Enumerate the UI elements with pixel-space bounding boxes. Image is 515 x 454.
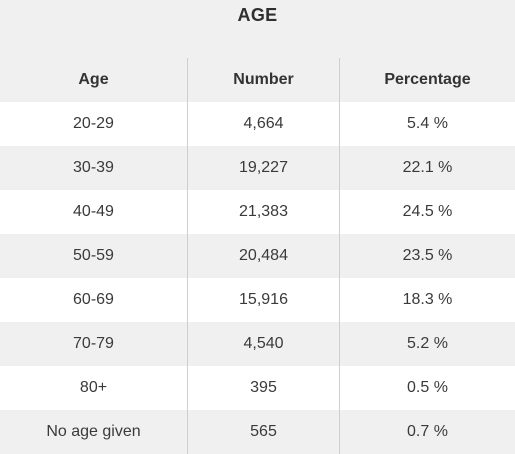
percentage-cell: 0.7 % bbox=[407, 423, 448, 440]
age-cell: No age given bbox=[0, 410, 188, 454]
percentage-cell: 23.5 % bbox=[402, 247, 453, 264]
table-header-row: Age Number Percentage bbox=[0, 58, 515, 102]
number-cell: 565 bbox=[188, 410, 340, 454]
table-title: AGE bbox=[237, 5, 278, 25]
table-row: 20-29 4,664 5.4 % bbox=[0, 102, 515, 146]
age-cell: 70-79 bbox=[0, 322, 188, 366]
age-cell: 80+ bbox=[0, 366, 188, 410]
table-row: 50-59 20,484 23.5 % bbox=[0, 234, 515, 278]
table-row: 40-49 21,383 24.5 % bbox=[0, 190, 515, 234]
number-cell: 4,664 bbox=[188, 102, 340, 146]
column-header-number: Number bbox=[188, 58, 340, 102]
table-row: No age given 565 0.7 % bbox=[0, 410, 515, 454]
column-header-age: Age bbox=[0, 58, 188, 102]
percentage-cell: 5.4 % bbox=[407, 115, 448, 132]
percentage-cell: 5.2 % bbox=[407, 335, 448, 352]
percentage-cell: 22.1 % bbox=[402, 159, 453, 176]
number-cell: 395 bbox=[188, 366, 340, 410]
percentage-cell: 18.3 % bbox=[402, 291, 453, 308]
table-row: 70-79 4,540 5.2 % bbox=[0, 322, 515, 366]
age-cell: 30-39 bbox=[0, 146, 188, 190]
percentage-cell: 0.5 % bbox=[407, 379, 448, 396]
column-header-percentage: Percentage bbox=[384, 71, 471, 88]
age-cell: 60-69 bbox=[0, 278, 188, 322]
age-cell: 50-59 bbox=[0, 234, 188, 278]
number-cell: 15,916 bbox=[188, 278, 340, 322]
age-cell: 20-29 bbox=[0, 102, 188, 146]
number-cell: 19,227 bbox=[188, 146, 340, 190]
table-row: 30-39 19,227 22.1 % bbox=[0, 146, 515, 190]
table-row: 60-69 15,916 18.3 % bbox=[0, 278, 515, 322]
age-cell: 40-49 bbox=[0, 190, 188, 234]
number-cell: 20,484 bbox=[188, 234, 340, 278]
number-cell: 4,540 bbox=[188, 322, 340, 366]
number-cell: 21,383 bbox=[188, 190, 340, 234]
table-row: 80+ 395 0.5 % bbox=[0, 366, 515, 410]
age-table: Age Number Percentage 20-29 4,664 5.4 % … bbox=[0, 58, 515, 454]
percentage-cell: 24.5 % bbox=[402, 203, 453, 220]
